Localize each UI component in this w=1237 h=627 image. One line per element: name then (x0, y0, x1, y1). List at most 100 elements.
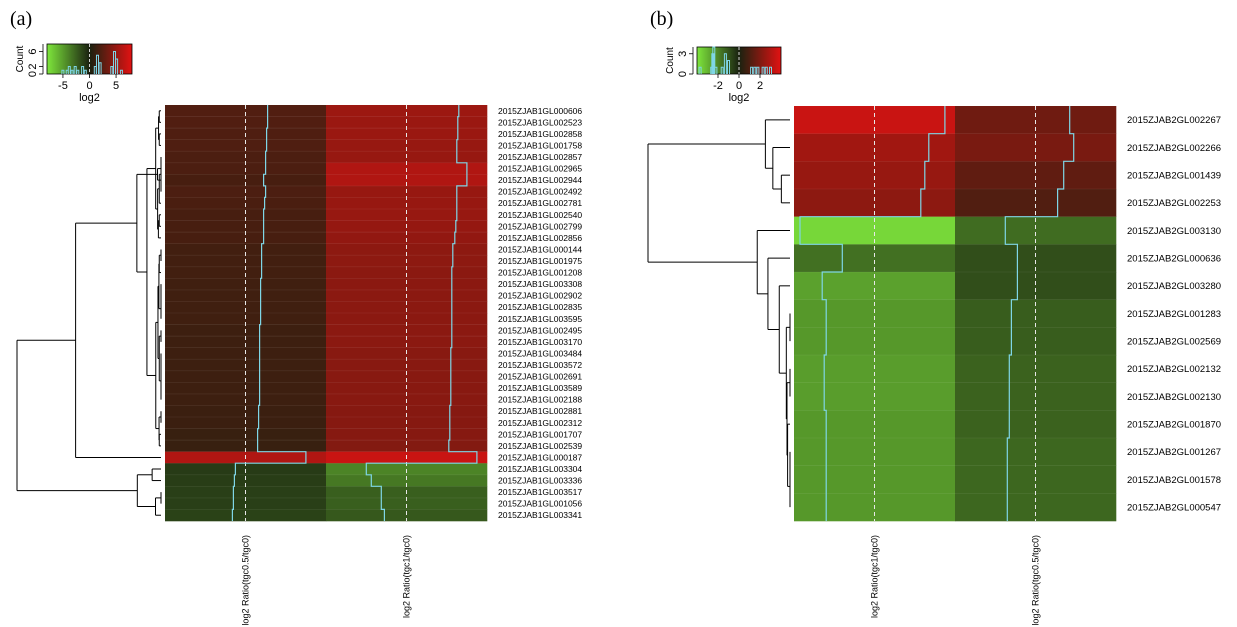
heatmap-cell (165, 497, 327, 510)
row-label: 2015ZJAB2GL003130 (1127, 226, 1221, 237)
heatmap-cell (165, 370, 327, 383)
color-key-tick-label: 5 (113, 80, 119, 92)
row-label: 2015ZJAB1GL002312 (498, 418, 582, 428)
heatmap-cell (326, 509, 488, 522)
heatmap-cell (165, 266, 327, 279)
row-label: 2015ZJAB2GL000636 (1127, 253, 1221, 264)
heatmap-cell (165, 174, 327, 187)
row-label: 2015ZJAB1GL003304 (498, 464, 582, 474)
row-label: 2015ZJAB2GL002132 (1127, 364, 1221, 375)
row-label: 2015ZJAB1GL002781 (498, 198, 582, 208)
heatmap-cell (326, 266, 488, 279)
heatmap-cell (165, 278, 327, 291)
heatmap-cell (326, 243, 488, 256)
row-label: 2015ZJAB1GL002691 (498, 372, 582, 382)
column-label: log2 Ratio(tgc0.5/tgc0) (1031, 535, 1041, 626)
row-label: 2015ZJAB1GL002857 (498, 152, 582, 162)
row-label: 2015ZJAB1GL003170 (498, 337, 582, 347)
row-label: 2015ZJAB1GL000606 (498, 106, 582, 116)
heatmap-cell (326, 105, 488, 117)
heatmap-cell (165, 474, 327, 487)
row-dendrogram-1 (647, 119, 791, 508)
heatmap-cell (326, 497, 488, 510)
color-key-tick-label: 0 (736, 80, 742, 92)
row-label: 2015ZJAB1GL003341 (498, 510, 582, 520)
heatmap-cell (326, 139, 488, 152)
value-trace (231, 105, 307, 521)
row-label: 2015ZJAB1GL002944 (498, 175, 582, 185)
row-label: 2015ZJAB2GL002266 (1127, 143, 1221, 154)
color-key-tick-label: -5 (58, 80, 68, 92)
panel-b-label: (b) (650, 8, 674, 30)
row-label: 2015ZJAB1GL002539 (498, 441, 582, 451)
count-tick-label: 2 (27, 63, 39, 69)
count-tick-label: 0 (27, 71, 39, 77)
row-label: 2015ZJAB1GL003572 (498, 360, 582, 370)
row-label: 2015ZJAB1GL002881 (498, 406, 582, 416)
row-label: 2015ZJAB2GL001267 (1127, 447, 1221, 458)
row-label: 2015ZJAB1GL002856 (498, 233, 582, 243)
heatmap-cell (326, 370, 488, 383)
color-key-histogram (698, 46, 772, 74)
row-label: 2015ZJAB1GL000187 (498, 452, 582, 462)
color-key-ylabel: Count (665, 47, 676, 74)
heatmap-cell (326, 209, 488, 221)
color-key-xlabel: log2 (729, 92, 750, 104)
row-label: 2015ZJAB1GL002523 (498, 117, 582, 127)
color-key-tick-label: 0 (86, 80, 92, 92)
row-label: 2015ZJAB2GL001578 (1127, 475, 1221, 486)
heatmap-cell (165, 209, 327, 221)
row-label: 2015ZJAB1GL003595 (498, 314, 582, 324)
heatmap-cell (326, 301, 488, 314)
heatmap-cell (165, 405, 327, 418)
row-label: 2015ZJAB1GL003589 (498, 383, 582, 393)
row-label: 2015ZJAB1GL003484 (498, 348, 582, 358)
color-key-xlabel: log2 (79, 92, 100, 104)
heatmap-grid-1 (794, 106, 1117, 522)
row-label: 2015ZJAB1GL002858 (498, 129, 582, 139)
row-label: 2015ZJAB2GL003280 (1127, 281, 1221, 292)
value-trace (799, 106, 946, 521)
heatmap-cell (326, 174, 488, 187)
heatmap-cell (165, 336, 327, 348)
row-label: 2015ZJAB1GL002799 (498, 221, 582, 231)
row-label: 2015ZJAB1GL001975 (498, 256, 582, 266)
row-label: 2015ZJAB2GL001870 (1127, 419, 1221, 430)
heatmap-cell (165, 243, 327, 256)
row-label: 2015ZJAB2GL002267 (1127, 115, 1221, 126)
heatmap-cell (326, 474, 488, 487)
color-key-tick-label: 2 (757, 80, 763, 92)
color-key-histogram (61, 51, 123, 74)
row-label: 2015ZJAB2GL000547 (1127, 502, 1221, 513)
row-label: 2015ZJAB1GL002495 (498, 325, 582, 335)
row-label: 2015ZJAB1GL003517 (498, 487, 582, 497)
row-label: 2015ZJAB2GL002130 (1127, 392, 1221, 403)
heatmap-cell (326, 336, 488, 348)
heatmap-cell (326, 278, 488, 291)
row-label: 2015ZJAB1GL002188 (498, 395, 582, 405)
row-label: 2015ZJAB1GL002835 (498, 302, 582, 312)
heatmap-cell (165, 301, 327, 314)
heatmap-cell (165, 509, 327, 522)
heatmap-cell (165, 440, 327, 452)
row-label: 2015ZJAB1GL000144 (498, 244, 582, 254)
color-key-ylabel: Count (15, 45, 26, 72)
value-trace (365, 105, 478, 521)
row-label: 2015ZJAB1GL001707 (498, 429, 582, 439)
row-label: 2015ZJAB2GL001439 (1127, 170, 1221, 181)
column-label: log2 Ratio(tgc0.5/tgc0) (241, 535, 251, 626)
row-label: 2015ZJAB1GL001758 (498, 140, 582, 150)
row-label: 2015ZJAB1GL002965 (498, 164, 582, 174)
row-label: 2015ZJAB1GL002492 (498, 187, 582, 197)
panel-a-label: (a) (10, 8, 33, 30)
count-tick-label: 3 (677, 51, 689, 57)
color-key-tick-label: -2 (713, 80, 723, 92)
column-label: log2 Ratio(tgc1/tgc0) (402, 535, 412, 618)
heatmap-cell (165, 105, 327, 117)
row-label: 2015ZJAB1GL002540 (498, 210, 582, 220)
row-label: 2015ZJAB1GL001056 (498, 499, 582, 509)
